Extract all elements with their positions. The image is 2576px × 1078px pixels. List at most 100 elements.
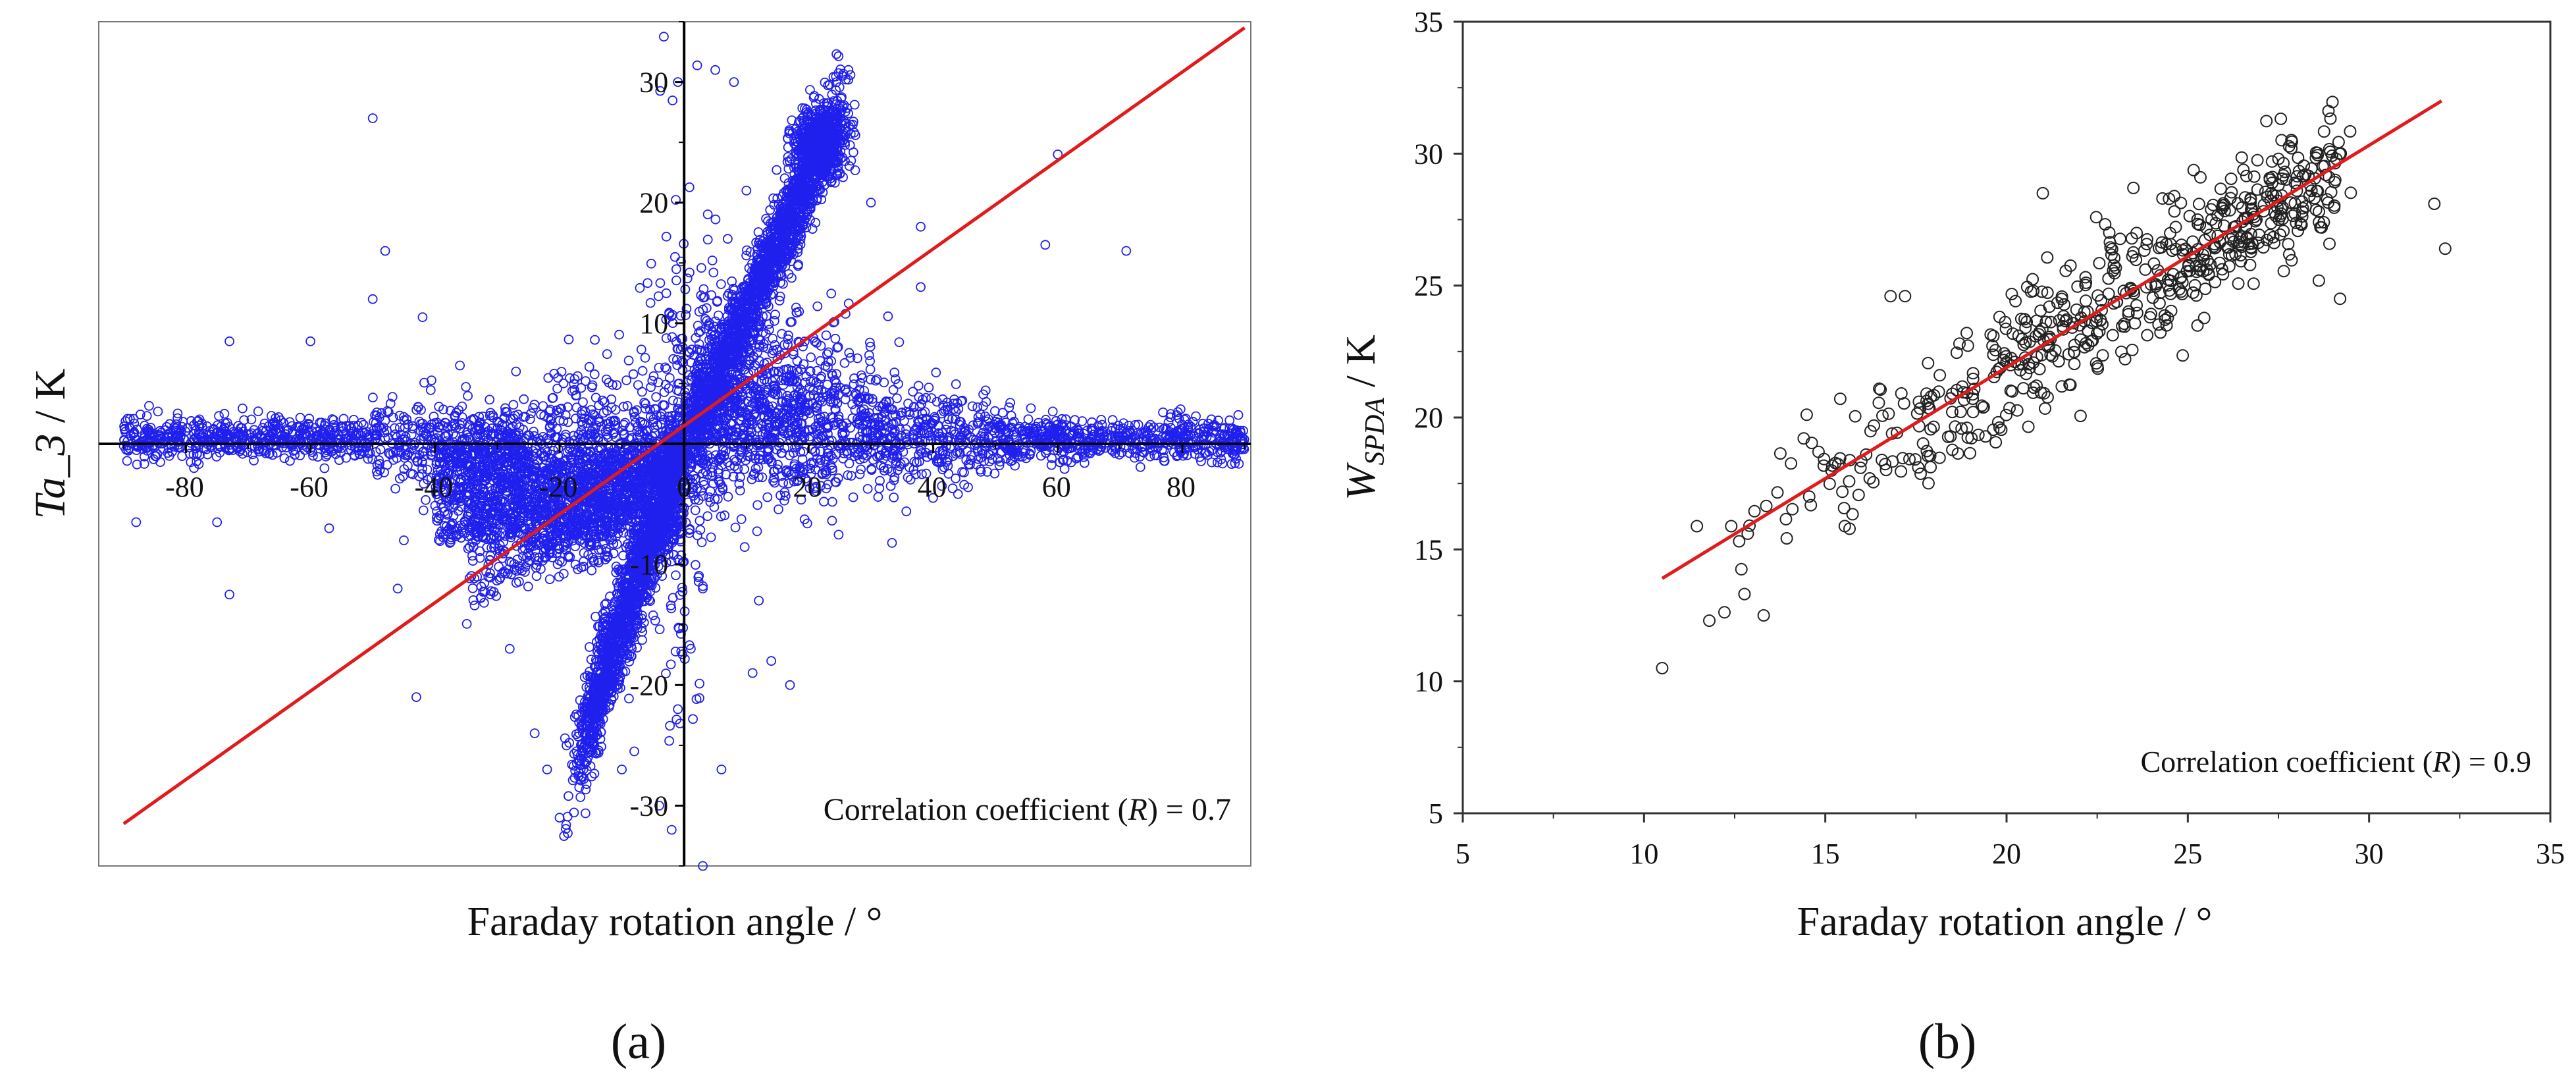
data-point <box>400 445 411 455</box>
data-point <box>806 352 816 363</box>
data-point <box>427 446 437 457</box>
data-point <box>376 423 386 434</box>
data-point <box>951 379 961 389</box>
data-point <box>677 365 688 375</box>
data-point <box>980 411 990 421</box>
data-point <box>633 380 643 390</box>
data-point <box>787 365 797 376</box>
data-point <box>425 385 436 395</box>
data-point <box>148 454 159 464</box>
data-point <box>1118 423 1128 433</box>
data-point <box>860 427 871 437</box>
data-point <box>778 477 789 488</box>
data-point <box>831 49 841 59</box>
data-point <box>399 412 409 422</box>
data-point <box>990 406 1000 416</box>
data-point <box>889 428 900 439</box>
data-point <box>762 492 773 502</box>
data-point <box>813 414 824 424</box>
data-point <box>369 430 380 441</box>
data-point <box>966 432 976 443</box>
data-point <box>636 344 646 355</box>
data-point <box>941 419 952 430</box>
data-point <box>833 529 844 540</box>
data-point <box>590 335 600 345</box>
data-point <box>1158 407 1168 418</box>
data-point <box>520 412 531 422</box>
data-point <box>377 408 386 418</box>
data-point <box>508 400 519 410</box>
data-point <box>429 412 439 421</box>
data-point <box>463 391 473 401</box>
data-point <box>139 459 149 469</box>
data-point <box>1077 416 1088 426</box>
data-point <box>418 505 429 516</box>
data-point <box>622 401 633 411</box>
data-point <box>497 419 508 430</box>
data-point <box>1191 411 1201 421</box>
data-point <box>384 448 394 458</box>
data-point <box>989 427 1000 438</box>
data-point <box>956 417 966 427</box>
data-point <box>1080 458 1090 468</box>
data-point <box>608 380 618 390</box>
data-point <box>716 279 726 289</box>
data-point <box>752 500 763 510</box>
data-point <box>796 495 806 505</box>
data-point <box>1145 419 1156 430</box>
data-point <box>236 445 246 454</box>
data-point <box>569 385 579 395</box>
data-point <box>589 369 600 379</box>
data-point <box>214 411 224 421</box>
data-point <box>1059 464 1070 474</box>
data-point <box>171 419 182 429</box>
data-point <box>583 415 594 425</box>
data-point <box>628 369 639 379</box>
data-point <box>917 469 927 479</box>
data-point <box>295 412 305 423</box>
data-point <box>989 468 1000 479</box>
data-point <box>457 401 467 412</box>
data-point <box>304 414 315 423</box>
data-point <box>783 339 793 350</box>
data-point <box>153 406 163 417</box>
data-point <box>815 356 826 366</box>
data-point <box>417 456 427 467</box>
data-point <box>1026 403 1036 414</box>
data-point <box>543 373 554 383</box>
data-point <box>525 414 535 425</box>
data-point <box>571 402 582 413</box>
data-point <box>920 447 931 458</box>
data-point <box>629 408 639 418</box>
data-point <box>1234 458 1244 469</box>
data-point <box>295 450 305 460</box>
data-point <box>246 414 257 425</box>
data-point <box>1145 425 1156 435</box>
data-point <box>142 411 152 421</box>
data-point <box>1135 462 1145 472</box>
data-point <box>951 473 960 483</box>
data-point <box>122 456 132 466</box>
data-point <box>1207 457 1217 468</box>
data-point <box>443 429 454 440</box>
data-point <box>237 403 248 414</box>
data-point <box>307 447 318 458</box>
data-point <box>895 461 905 472</box>
data-point <box>647 375 658 386</box>
data-point <box>1218 423 1228 434</box>
data-point <box>380 416 390 426</box>
data-point <box>709 502 720 512</box>
data-point <box>461 382 471 392</box>
data-point <box>623 356 634 365</box>
data-point <box>1233 410 1244 420</box>
data-point <box>924 383 934 392</box>
data-point <box>752 526 762 537</box>
data-point <box>374 455 384 466</box>
data-point <box>163 448 173 458</box>
data-point <box>144 425 154 435</box>
data-point <box>994 460 1005 471</box>
data-point <box>132 459 142 470</box>
data-point <box>1174 414 1184 424</box>
data-point <box>371 447 381 457</box>
data-point <box>558 378 569 389</box>
